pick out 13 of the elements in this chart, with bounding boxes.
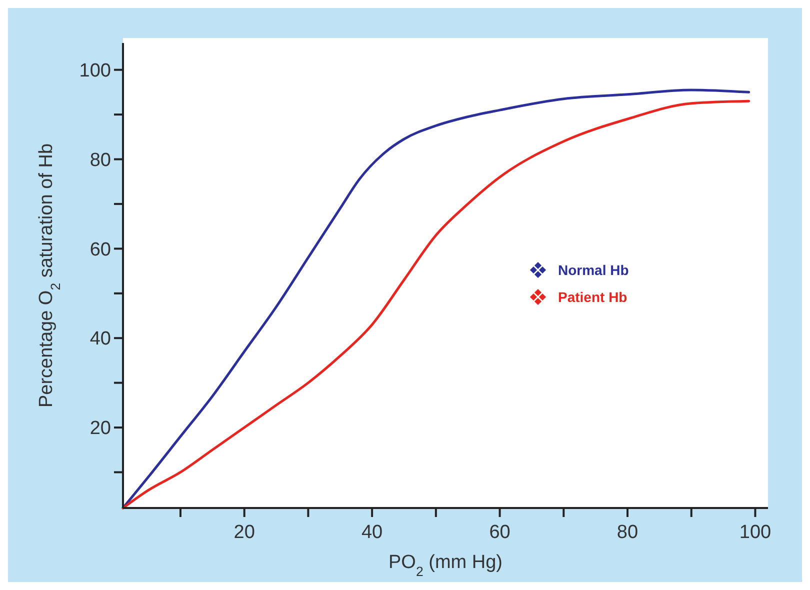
x-tick-label: 20 bbox=[234, 522, 255, 543]
x-axis-title: PO$_{2}$ (mm Hg) bbox=[388, 552, 503, 578]
x-tick-label: 100 bbox=[739, 522, 772, 543]
y-tick-label: 100 bbox=[79, 60, 111, 82]
y-tick-label: 20 bbox=[90, 418, 111, 440]
x-tick-label: 80 bbox=[616, 522, 638, 543]
y-tick-label: 40 bbox=[90, 328, 111, 350]
x-tick-label: 60 bbox=[489, 522, 510, 543]
y-tick-label: 80 bbox=[90, 150, 111, 171]
legend-label: Patient Hb bbox=[558, 288, 628, 305]
legend-label: Normal Hb bbox=[558, 262, 629, 278]
y-tick-label: 60 bbox=[90, 239, 111, 260]
x-tick-label: 40 bbox=[361, 522, 383, 543]
